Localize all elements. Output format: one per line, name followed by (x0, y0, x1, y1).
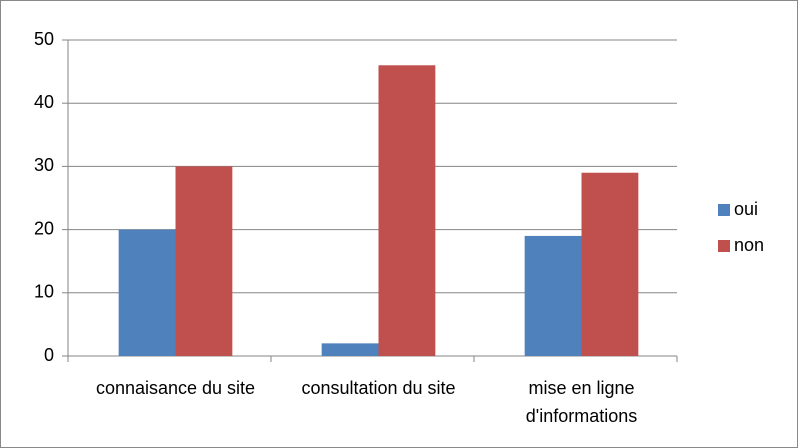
bar (378, 65, 436, 356)
legend-swatch (718, 204, 730, 216)
x-tick-label: connaisance du site (95, 378, 256, 398)
x-tick-label: consultation du site (301, 378, 456, 398)
legend-swatch (718, 240, 730, 252)
bar (118, 229, 176, 356)
x-tick-label: mise en ligne d'informations (525, 378, 638, 426)
bar (175, 166, 233, 356)
bar (581, 172, 639, 356)
y-tick-label: 0 (44, 345, 54, 365)
bar (524, 235, 582, 356)
legend-label: oui (734, 199, 758, 219)
y-tick-label: 20 (34, 218, 54, 238)
y-tick-label: 40 (34, 92, 54, 112)
y-tick-label: 50 (34, 29, 54, 49)
y-tick-label: 10 (34, 282, 54, 302)
legend-label: non (734, 235, 764, 255)
bar (321, 343, 379, 356)
y-tick-label: 30 (34, 155, 54, 175)
